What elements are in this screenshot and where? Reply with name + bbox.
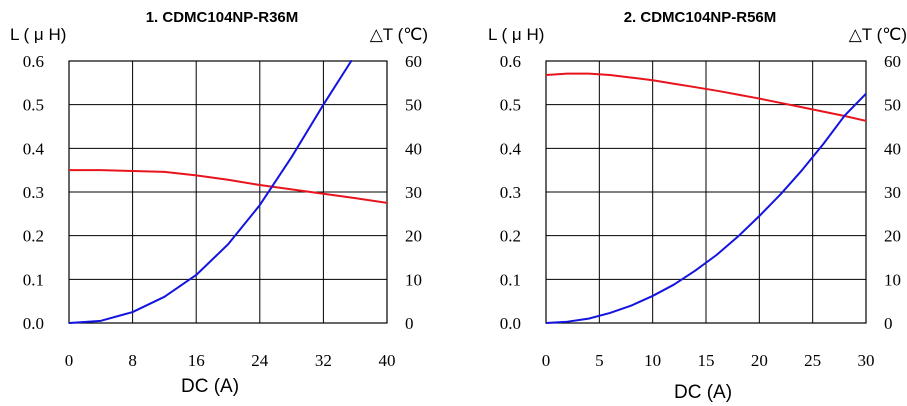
temperature-rise-line [69, 60, 353, 324]
x-tick-label: 15 [698, 351, 715, 370]
y-left-tick-label: 0.6 [23, 52, 44, 71]
y-left-tick-label: 0.1 [500, 270, 521, 289]
y-left-tick-label: 0.5 [500, 96, 521, 115]
y-right-tick-label: 10 [884, 270, 901, 289]
y-left-tick-label: 0.2 [500, 227, 521, 246]
x-tick-label: 32 [315, 351, 332, 370]
chart-title: 2. CDMC104NP-R56M [624, 9, 777, 26]
y-right-tick-label: 50 [405, 96, 422, 115]
y-left-tick-label: 0.3 [23, 183, 44, 202]
y-right-tick-label: 20 [884, 227, 901, 246]
y-left-tick-label: 0.1 [23, 270, 44, 289]
x-tick-label: 20 [751, 351, 768, 370]
left-axis-label: L ( μ H) [10, 25, 66, 44]
x-tick-label: 16 [188, 351, 205, 370]
y-right-tick-label: 20 [405, 227, 422, 246]
y-left-tick-label: 0.2 [23, 227, 44, 246]
y-right-tick-label: 10 [405, 270, 422, 289]
y-right-tick-label: 30 [405, 183, 422, 202]
x-tick-label: 40 [379, 351, 396, 370]
y-right-tick-label: 60 [405, 52, 422, 71]
y-left-tick-label: 0.5 [23, 96, 44, 115]
temperature-rise-line [546, 92, 866, 324]
inductance-line [546, 72, 866, 122]
right-axis-label: △T (℃) [849, 25, 907, 44]
x-tick-label: 5 [595, 351, 604, 370]
y-right-tick-label: 40 [405, 139, 422, 158]
x-tick-label: 0 [65, 351, 74, 370]
x-axis-label: DC (A) [181, 376, 239, 397]
x-tick-label: 30 [858, 351, 875, 370]
chart-title: 1. CDMC104NP-R36M [146, 9, 299, 26]
right-axis-label: △T (℃) [370, 25, 428, 44]
y-left-tick-label: 0.4 [500, 139, 522, 158]
left-axis-label: L ( μ H) [488, 25, 544, 44]
inductance-line [69, 169, 387, 204]
chart-1: 1. CDMC104NP-R36M L ( μ H) △T (℃) 0 8 16 24 32 4… [10, 9, 428, 397]
plot-frame [545, 60, 867, 324]
y-right-tick-label: 30 [884, 183, 901, 202]
y-right-tick-label: 50 [884, 96, 901, 115]
x-tick-label: 25 [804, 351, 821, 370]
x-tick-label: 10 [644, 351, 661, 370]
chart-2: 2. CDMC104NP-R56M L ( μ H) △T (℃) 0 5 10 15 20 2… [488, 9, 907, 403]
x-tick-label: 8 [128, 351, 137, 370]
plot-frame [68, 60, 388, 324]
y-right-tick-label: 0 [884, 314, 893, 333]
x-tick-label: 0 [542, 351, 551, 370]
y-left-tick-label: 0.6 [500, 52, 521, 71]
x-tick-label: 24 [251, 351, 269, 370]
x-axis-label: DC (A) [674, 382, 732, 403]
y-left-tick-label: 0.0 [500, 314, 521, 333]
y-right-tick-label: 40 [884, 139, 901, 158]
y-right-tick-label: 60 [884, 52, 901, 71]
y-left-tick-label: 0.3 [500, 183, 521, 202]
y-left-tick-label: 0.0 [23, 314, 44, 333]
y-left-tick-label: 0.4 [23, 139, 45, 158]
y-right-tick-label: 0 [405, 314, 414, 333]
